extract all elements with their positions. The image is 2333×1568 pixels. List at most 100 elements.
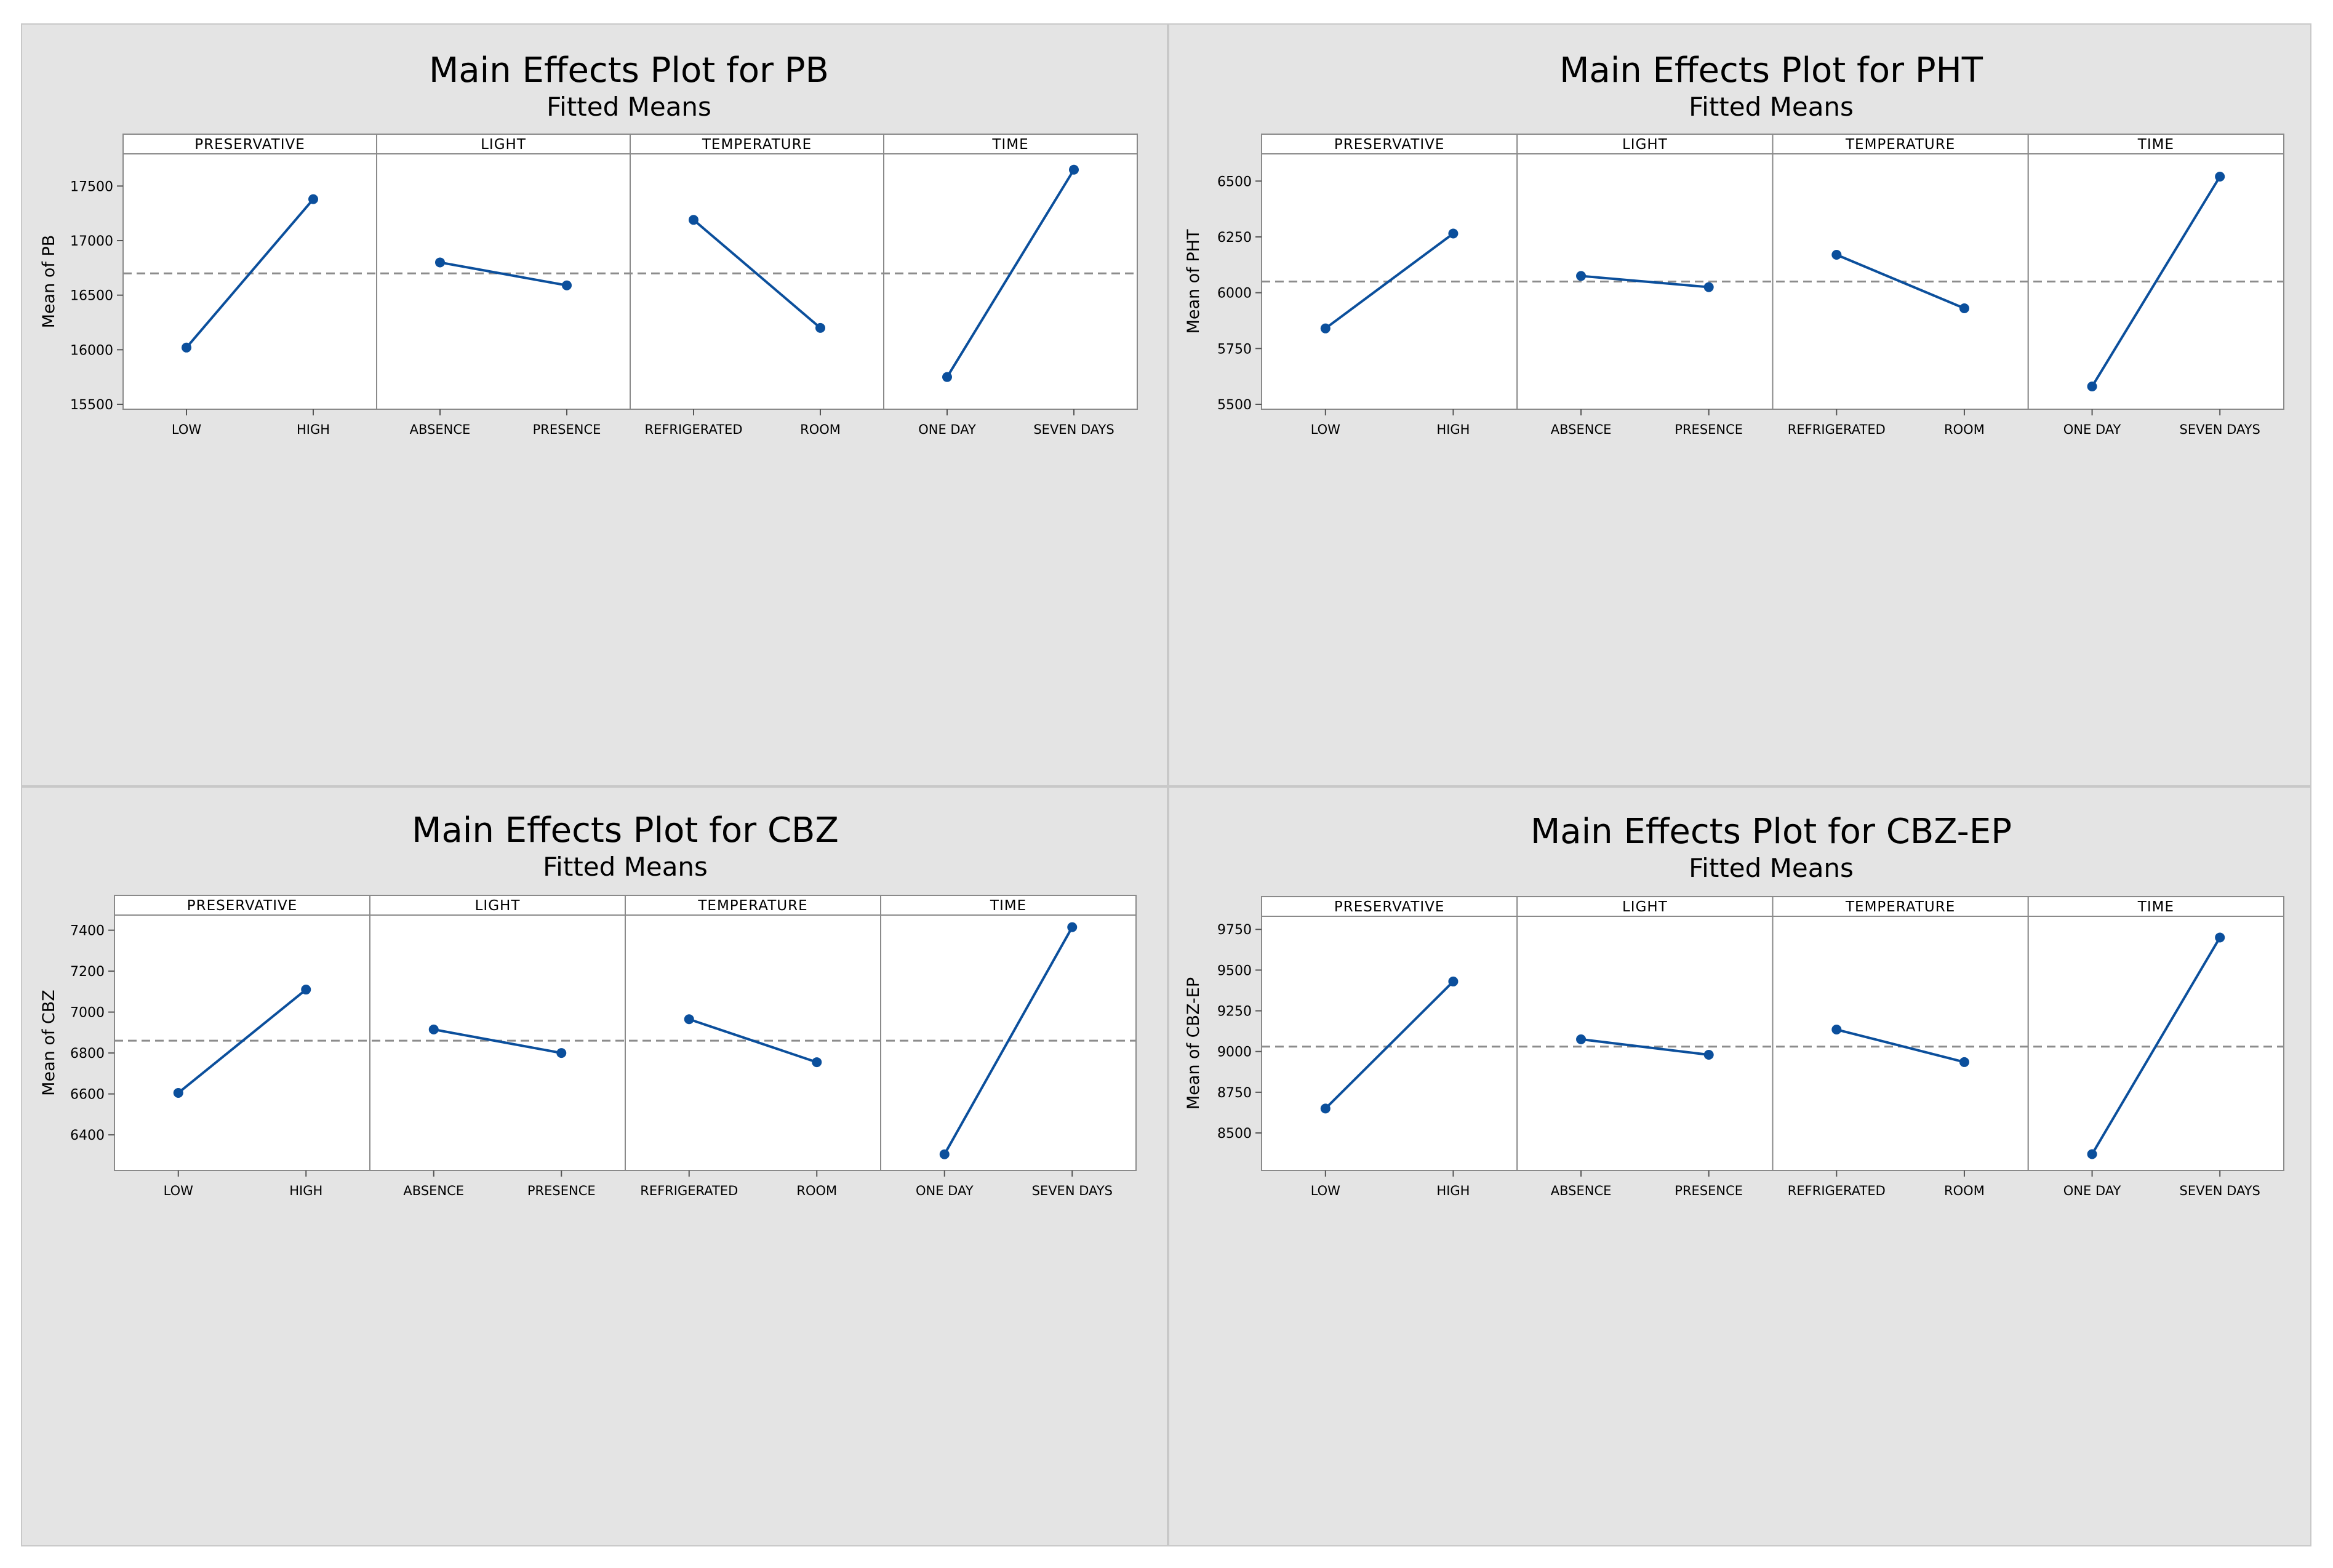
chart-title-pb: Main Effects Plot for PB: [429, 50, 829, 90]
x-tick-label-cbz-ep-temperature-refrigerated: REFRIGERATED: [1788, 1183, 1886, 1198]
data-point-pb-light-absence: [435, 257, 445, 268]
x-tick-label-pb-time-seven-days: SEVEN DAYS: [1033, 422, 1114, 437]
data-point-pb-preservative-high: [308, 194, 318, 204]
y-tick-label-pb-16000: 16000: [70, 343, 113, 358]
y-tick-label-pht-6500: 6500: [1217, 174, 1252, 190]
series-line-pht-light: [1580, 274, 1709, 289]
strip-cbz-ep-time: [2027, 896, 2284, 917]
data-point-pb-time-seven-days: [1069, 164, 1079, 175]
strip-label-pb-temperature: TEMPERATURE: [702, 137, 812, 153]
series-line-cbz-temperature: [689, 1018, 817, 1063]
series-line-pb-light: [439, 261, 567, 287]
y-tick-label-pb-17500: 17500: [70, 179, 113, 194]
series-line-cbz-time: [943, 926, 1073, 1155]
y-tick-label-cbz-7400: 7400: [70, 924, 105, 939]
panel-cbz-ep-light: [1516, 916, 1774, 1171]
x-tick-label-pb-temperature-room: ROOM: [800, 422, 841, 437]
y-tick-label-pb-16500: 16500: [70, 289, 113, 304]
y-tick-label-pht-6250: 6250: [1217, 230, 1252, 246]
y-axis-label-cbz: Mean of CBZ: [39, 990, 58, 1096]
y-tick-label-pht-5500: 5500: [1217, 398, 1252, 413]
x-tick-label-cbz-time-one-day: ONE DAY: [916, 1183, 974, 1198]
data-point-pb-preservative-low: [182, 342, 191, 353]
strip-label-pht-preservative: PRESERVATIVE: [1334, 137, 1445, 153]
y-tick-label-cbz-7000: 7000: [70, 1006, 105, 1021]
data-point-cbz-time-seven-days: [1067, 922, 1078, 932]
x-tick-label-pht-temperature-refrigerated: REFRIGERATED: [1788, 422, 1886, 437]
y-tick-label-cbz-ep-8750: 8750: [1217, 1086, 1252, 1101]
x-tick-label-cbz-time-seven-days: SEVEN DAYS: [1032, 1183, 1113, 1198]
data-point-pht-time-seven-days: [2215, 172, 2225, 182]
data-point-cbz-ep-light-presence: [1703, 1050, 1714, 1060]
data-point-cbz-ep-light-absence: [1576, 1034, 1587, 1044]
x-tick-label-cbz-ep-time-seven-days: SEVEN DAYS: [2180, 1183, 2260, 1198]
x-tick-label-pht-light-absence: ABSENCE: [1551, 422, 1612, 437]
chart-subtitle-cbz-ep: Fitted Means: [1689, 853, 1854, 883]
series-line-pht-time: [2091, 175, 2221, 388]
data-point-cbz-ep-time-seven-days: [2215, 932, 2225, 943]
strip-label-pht-light: LIGHT: [1622, 137, 1668, 153]
data-point-cbz-temperature-refrigerated: [684, 1014, 694, 1025]
strip-label-pht-temperature: TEMPERATURE: [1845, 137, 1955, 153]
y-axis-label-cbz-ep: Mean of CBZ-EP: [1184, 977, 1203, 1110]
data-point-cbz-light-absence: [428, 1024, 439, 1034]
data-point-pht-preservative-high: [1448, 228, 1459, 239]
x-tick-label-pb-preservative-low: LOW: [172, 422, 201, 437]
panel-pb-preservative: [122, 153, 377, 410]
x-tick-label-cbz-temperature-refrigerated: REFRIGERATED: [640, 1183, 738, 1198]
data-point-pb-temperature-room: [815, 322, 825, 333]
strip-pht-temperature: [1772, 134, 2029, 154]
y-tick-label-cbz-ep-9750: 9750: [1217, 922, 1252, 938]
x-tick-label-cbz-ep-preservative-low: LOW: [1311, 1183, 1340, 1198]
chart-subtitle-pb: Fitted Means: [546, 92, 711, 122]
data-point-pht-light-presence: [1703, 282, 1714, 292]
panel-cbz-temperature: [625, 914, 881, 1171]
series-line-pb-preservative: [185, 198, 314, 349]
series-line-cbz-ep-time: [2091, 937, 2221, 1155]
strip-label-cbz-ep-preservative: PRESERVATIVE: [1334, 899, 1445, 915]
chart-subtitle-pht: Fitted Means: [1689, 92, 1854, 122]
x-tick-label-pht-temperature-room: ROOM: [1944, 422, 1985, 437]
panel-cbz-ep-time: [2027, 916, 2284, 1171]
strip-cbz-ep-light: [1516, 896, 1774, 917]
series-line-cbz-ep-temperature: [1836, 1028, 1965, 1063]
data-point-cbz-ep-preservative-high: [1448, 976, 1459, 986]
x-tick-label-pht-preservative-low: LOW: [1311, 422, 1340, 437]
series-line-pb-time: [946, 169, 1075, 378]
x-tick-label-cbz-ep-light-absence: ABSENCE: [1551, 1183, 1612, 1198]
strip-label-pb-time: TIME: [991, 137, 1028, 153]
strip-label-cbz-light: LIGHT: [475, 898, 521, 914]
chart-title-cbz: Main Effects Plot for CBZ: [412, 810, 839, 850]
x-tick-label-pb-temperature-refrigerated: REFRIGERATED: [644, 422, 742, 437]
data-point-pb-light-presence: [562, 280, 572, 290]
y-tick-label-cbz-6600: 6600: [70, 1087, 105, 1103]
data-point-cbz-temperature-room: [812, 1057, 822, 1068]
panel-pb-light: [376, 153, 631, 410]
x-tick-label-pb-light-presence: PRESENCE: [533, 422, 601, 437]
x-tick-label-pht-light-presence: PRESENCE: [1675, 422, 1743, 437]
y-tick-label-cbz-ep-8500: 8500: [1217, 1126, 1252, 1142]
strip-label-cbz-temperature: TEMPERATURE: [697, 898, 807, 914]
series-line-pht-temperature: [1836, 254, 1965, 310]
panel-cbz-light: [369, 914, 626, 1171]
y-tick-label-cbz-6400: 6400: [70, 1128, 105, 1143]
chart-title-cbz-ep: Main Effects Plot for CBZ-EP: [1531, 812, 2012, 852]
data-point-pht-light-absence: [1576, 271, 1587, 281]
strip-pht-time: [2027, 134, 2284, 154]
data-point-cbz-ep-preservative-low: [1320, 1103, 1331, 1114]
panel-pb-temperature: [630, 153, 884, 410]
x-tick-label-cbz-preservative-low: LOW: [164, 1183, 193, 1198]
x-tick-label-cbz-ep-light-presence: PRESENCE: [1675, 1183, 1743, 1198]
y-axis-label-pht: Mean of PHT: [1184, 229, 1203, 334]
series-line-cbz-ep-preservative: [1324, 980, 1454, 1110]
data-point-pht-time-one-day: [2087, 381, 2097, 391]
strip-label-cbz-ep-time: TIME: [2137, 899, 2174, 915]
chart-title-pht: Main Effects Plot for PHT: [1559, 50, 1983, 90]
data-point-cbz-ep-time-one-day: [2087, 1149, 2097, 1159]
strip-label-cbz-ep-temperature: TEMPERATURE: [1845, 899, 1955, 915]
y-tick-label-cbz-6800: 6800: [70, 1046, 105, 1062]
x-tick-label-cbz-light-presence: PRESENCE: [527, 1183, 596, 1198]
series-line-cbz-light: [433, 1028, 562, 1055]
x-tick-label-cbz-preservative-high: HIGH: [289, 1183, 322, 1198]
